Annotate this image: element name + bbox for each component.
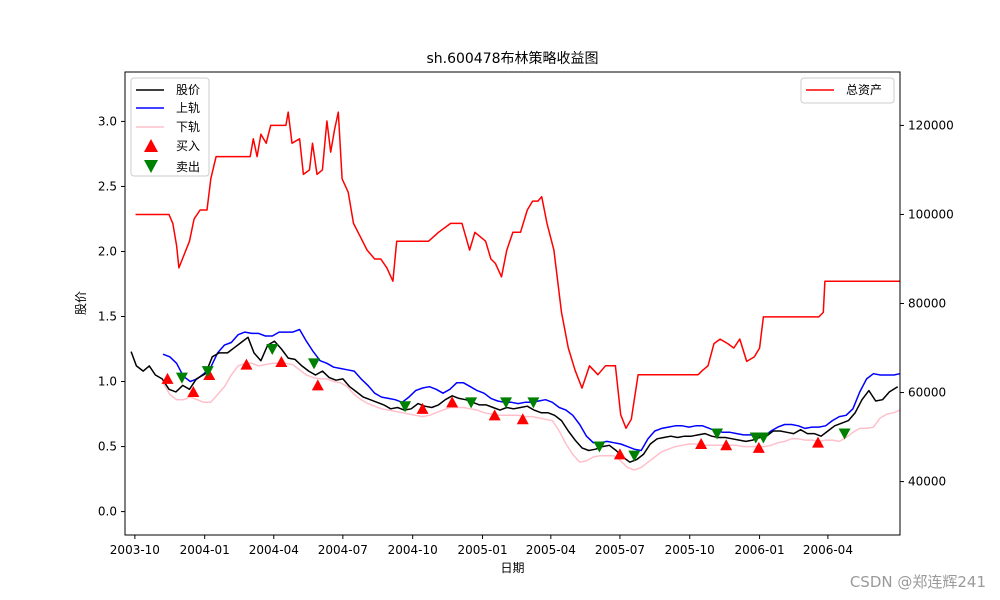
buy-marker	[446, 396, 459, 408]
legend-right: 总资产	[800, 77, 895, 104]
y-left-tick-label: 1.5	[98, 310, 117, 324]
buy-marker	[187, 385, 200, 397]
series-line-price	[130, 336, 899, 463]
buy-marker	[613, 448, 626, 460]
plot-area	[125, 72, 900, 535]
sell-marker	[838, 428, 851, 440]
legend-upper-label: 上轨	[176, 101, 200, 115]
legend-asset-label: 总资产	[846, 83, 882, 97]
buy-marker	[695, 437, 708, 449]
sell-marker	[593, 441, 606, 453]
x-tick-label: 2005-04	[526, 543, 576, 557]
sell-marker	[399, 401, 412, 413]
y-left-tick-label: 0.0	[98, 505, 117, 519]
x-tick-label: 2005-07	[595, 543, 645, 557]
x-tick-label: 2005-10	[665, 543, 715, 557]
marker-layer	[161, 344, 851, 462]
sell-marker	[628, 450, 641, 462]
sell-marker	[749, 432, 762, 444]
y-right-tick-label: 80000	[908, 297, 946, 311]
y-left-tick-label: 2.5	[98, 179, 117, 193]
sell-marker	[757, 432, 770, 444]
chart-title: sh.600478布林策略收益图	[426, 50, 598, 67]
x-tick-label: 2004-07	[318, 543, 368, 557]
x-tick-label: 2006-04	[803, 543, 853, 557]
legend-price-label: 股价	[176, 83, 200, 97]
y-left-tick-label: 0.5	[98, 440, 117, 454]
y-right-tick-label: 40000	[908, 475, 946, 489]
triangle-down-icon	[144, 160, 158, 173]
buy-marker	[161, 372, 174, 384]
y-right-tick-label: 60000	[908, 386, 946, 400]
buy-marker	[416, 402, 429, 414]
sell-marker	[527, 397, 540, 409]
legend-left: 股价 上轨 下轨 买入 卖出	[130, 77, 210, 177]
x-tick-label: 2003-10	[110, 543, 160, 557]
y-right-tick-label: 120000	[908, 118, 954, 132]
watermark: CSDN @郑连辉241	[850, 573, 986, 591]
legend-lower-label: 下轨	[176, 120, 200, 134]
buy-marker	[488, 409, 501, 421]
sell-marker	[175, 372, 188, 384]
sell-marker	[201, 366, 214, 378]
sell-marker	[266, 344, 279, 356]
legend-sell-label: 卖出	[176, 160, 200, 174]
triangle-up-icon	[144, 139, 158, 152]
x-axis-title: 日期	[500, 561, 524, 575]
sell-marker	[500, 397, 513, 409]
y-left-tick-label: 3.0	[98, 114, 117, 128]
x-tick-label: 2004-10	[388, 543, 438, 557]
buy-marker	[203, 369, 216, 381]
series-line-lower	[162, 362, 901, 471]
series-line-asset	[135, 111, 900, 429]
sell-marker	[308, 358, 321, 370]
sell-marker	[465, 397, 478, 409]
buy-marker	[752, 441, 765, 453]
legend-buy-label: 买入	[176, 139, 200, 153]
legend-right-box	[800, 77, 895, 104]
y-right-tick-label: 100000	[908, 207, 954, 221]
x-tick-label: 2006-01	[735, 543, 785, 557]
buy-marker	[516, 413, 529, 425]
y-left-tick-label: 2.0	[98, 244, 117, 258]
buy-marker	[311, 379, 324, 391]
sell-marker	[711, 428, 724, 440]
x-tick-label: 2004-04	[249, 543, 299, 557]
buy-marker	[720, 439, 733, 451]
x-axis-ticks: 2003-10 2004-01 2004-04 2004-07 2004-10 2005-…	[110, 535, 853, 557]
buy-marker	[812, 436, 825, 448]
y-axis-right-ticks: 40000 60000 80000 100000 120000	[900, 118, 954, 489]
y-left-tick-label: 1.0	[98, 375, 117, 389]
y-axis-left-title: 股价	[74, 291, 88, 315]
x-tick-label: 2004-01	[180, 543, 230, 557]
x-tick-label: 2005-01	[457, 543, 507, 557]
buy-marker	[275, 356, 288, 368]
buy-marker	[240, 358, 253, 370]
y-axis-left-ticks: 0.0 0.5 1.0 1.5 2.0 2.5 3.0	[98, 114, 125, 519]
